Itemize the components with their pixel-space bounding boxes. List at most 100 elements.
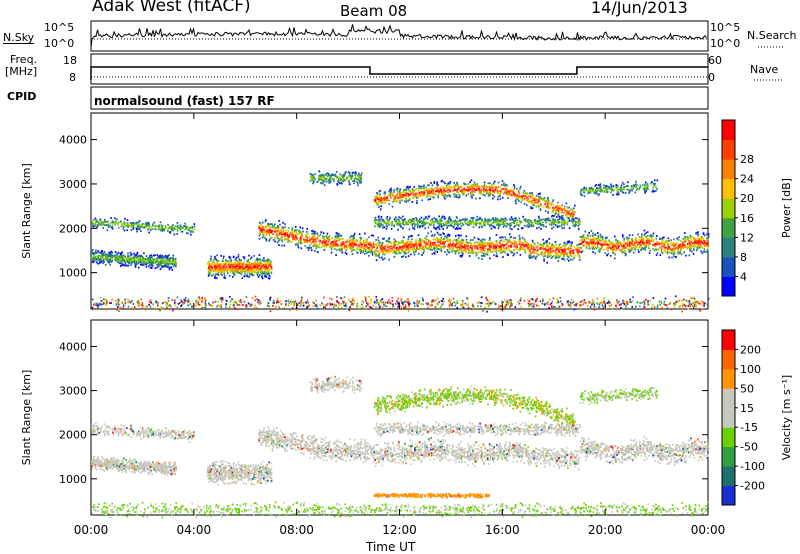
power-cell: [562, 219, 565, 221]
power-cell: [134, 254, 136, 257]
power-cell: [471, 217, 474, 220]
power-cell: [395, 222, 398, 224]
power-cell: [492, 183, 495, 186]
power-cell: [287, 238, 290, 241]
power-cell: [567, 207, 569, 209]
power-cell: [457, 224, 459, 227]
power-cell: [547, 206, 549, 209]
power-cell: [373, 200, 376, 203]
power-cell: [490, 227, 493, 230]
power-cell: [366, 251, 369, 254]
power-cell: [574, 211, 576, 213]
power-cell: [632, 187, 634, 190]
power-cell: [522, 191, 525, 194]
power-cell: [463, 249, 465, 252]
power-cell: [551, 245, 553, 247]
power-cell: [380, 208, 382, 211]
power-cell: [532, 255, 535, 257]
power-cell: [471, 189, 474, 192]
power-cell: [393, 218, 396, 220]
power-cell: [399, 188, 402, 191]
power-cell: [656, 242, 658, 245]
power-cell: [421, 194, 424, 197]
power-cell: [465, 245, 468, 248]
power-cell: [484, 190, 487, 193]
power-cell: [438, 240, 440, 243]
power-cell: [405, 197, 407, 199]
power-cell: [456, 246, 458, 249]
power-cell: [442, 194, 445, 196]
power-cell: [482, 244, 484, 246]
power-cell: [92, 252, 94, 254]
power-cell: [492, 241, 495, 244]
power-cell: [552, 206, 554, 209]
power-cell: [284, 238, 286, 241]
power-cell: [643, 241, 645, 244]
power-cell: [631, 249, 633, 252]
power-cell: [133, 258, 136, 260]
power-cell: [552, 208, 554, 211]
power-cell: [258, 232, 261, 234]
power-cell: [533, 204, 535, 207]
power-cell: [397, 222, 399, 225]
power-cell: [419, 248, 421, 251]
power-cell: [281, 244, 283, 247]
power-cell: [520, 248, 522, 250]
power-cell: [588, 242, 590, 245]
power-cell: [441, 241, 444, 244]
power-cell: [418, 192, 421, 194]
power-cell: [644, 188, 646, 191]
power-cell: [467, 186, 469, 189]
power-cell: [661, 245, 663, 248]
power-cell: [165, 259, 167, 262]
power-cell: [566, 254, 568, 256]
power-cell: [120, 260, 123, 262]
power-cell: [110, 250, 112, 253]
power-cell: [503, 244, 505, 246]
power-cell: [154, 261, 157, 264]
power-cell: [479, 197, 481, 200]
power-cell: [289, 240, 291, 242]
power-cell: [373, 251, 376, 253]
power-cell: [143, 257, 146, 260]
power-cell: [479, 241, 481, 244]
power-cell: [569, 219, 571, 222]
power-cell: [448, 218, 451, 220]
power-cell: [585, 188, 587, 191]
power-cell: [399, 191, 401, 194]
power-cell: [443, 243, 445, 245]
power-cell: [449, 239, 451, 241]
power-cell: [440, 219, 443, 222]
power-cell: [589, 242, 592, 244]
power-cell: [428, 243, 431, 246]
power-cell: [411, 188, 414, 190]
power-cell: [636, 184, 638, 187]
power-cell: [378, 219, 381, 222]
power-cell: [546, 249, 549, 251]
power-cell: [289, 231, 292, 234]
power-cell: [397, 243, 400, 246]
power-cell: [364, 244, 366, 247]
power-cell: [415, 240, 417, 243]
power-cell: [406, 195, 408, 198]
power-cell: [482, 190, 485, 192]
power-cell: [578, 254, 581, 256]
power-cell: [127, 260, 130, 263]
power-cell: [308, 246, 311, 248]
power-cell: [497, 181, 500, 184]
power-cell: [408, 247, 410, 250]
power-cell: [136, 259, 138, 262]
power-cell: [486, 189, 489, 192]
power-cell: [633, 185, 636, 188]
power-cell: [510, 244, 513, 247]
power-cell: [441, 185, 444, 188]
power-cell: [472, 219, 474, 222]
power-cell: [689, 246, 691, 249]
power-cell: [560, 221, 563, 224]
power-cell: [279, 231, 281, 233]
power-cell: [509, 225, 511, 227]
power-cell: [388, 223, 390, 226]
power-cell: [433, 181, 436, 183]
power-cell: [446, 234, 449, 237]
power-cell: [399, 201, 401, 204]
